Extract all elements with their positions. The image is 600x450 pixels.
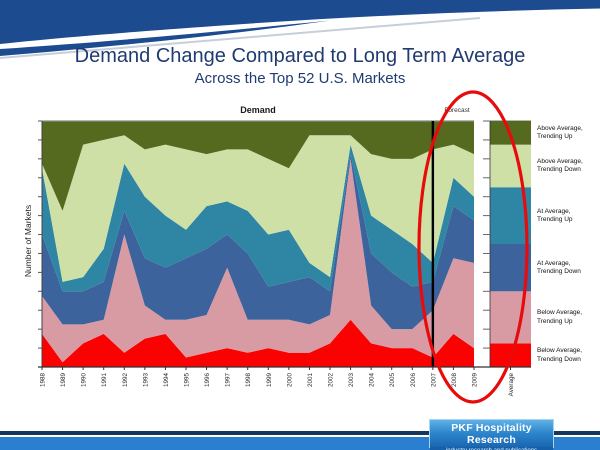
logo-title: PKF Hospitality Research bbox=[451, 422, 532, 446]
legend-item: Above Average, Trending Up bbox=[537, 124, 583, 141]
legend-item: At Average, Trending Down bbox=[537, 259, 581, 276]
chart-title: Demand bbox=[240, 105, 276, 115]
header-band bbox=[0, 0, 600, 44]
pkf-logo: PKF Hospitality Research industry resear… bbox=[429, 419, 554, 450]
slide-subtitle: Across the Top 52 U.S. Markets bbox=[194, 70, 406, 87]
logo-subtitle: industry research and publications bbox=[430, 447, 553, 450]
slide-title: Demand Change Compared to Long Term Aver… bbox=[74, 45, 526, 67]
legend-item: At Average, Trending Up bbox=[537, 207, 573, 224]
footer-line bbox=[0, 431, 600, 435]
header-crescent bbox=[0, 20, 330, 56]
legend-item: Below Average, Trending Up bbox=[537, 309, 583, 325]
legend-item: Above Average, Trending Down bbox=[537, 157, 583, 174]
header-silver-curve bbox=[0, 17, 481, 59]
header-swoosh bbox=[0, 0, 600, 59]
legend-item: Below Average, Trending Down bbox=[537, 347, 583, 363]
